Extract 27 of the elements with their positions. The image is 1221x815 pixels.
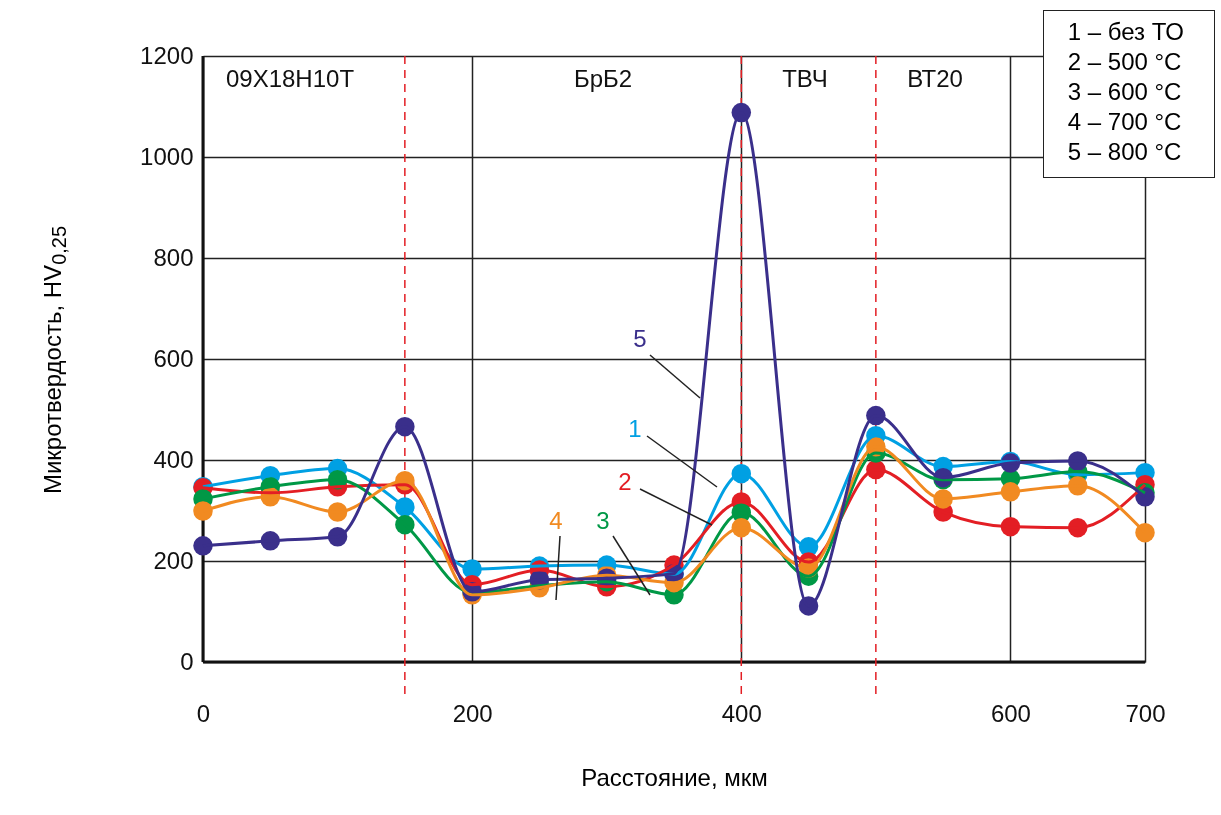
text: 5	[633, 325, 647, 352]
text: 2	[618, 468, 632, 495]
y-tick-label: 400	[153, 445, 194, 473]
y-tick-label: 1000	[140, 142, 194, 170]
annotation: 2 – 500 °C	[1067, 47, 1183, 77]
y-tick-label: 800	[153, 243, 194, 271]
x-tick-label: 400	[721, 699, 762, 727]
annotation: ТВЧ	[782, 65, 828, 92]
x-axis-title: Расстояние, мкм	[581, 763, 768, 791]
x-tick-label: 600	[990, 699, 1031, 727]
y-tick-label: 0	[180, 647, 194, 675]
annotation: 5 – 800 °C	[1067, 137, 1183, 167]
x-tick-label: 0	[196, 699, 211, 727]
x-tick-label: 200	[452, 699, 493, 727]
annotation: 3 – 600 °C	[1067, 77, 1183, 107]
annotation: 09Х18Н10Т	[225, 65, 355, 92]
y-tick-label: 200	[153, 546, 194, 574]
text: 1 – без ТО	[1067, 17, 1184, 47]
series-label: 3	[596, 507, 610, 534]
y-tick-label: 600	[153, 344, 194, 372]
x-tick-label: 700	[1125, 699, 1166, 727]
annotation: 4 – 700 °C	[1067, 107, 1183, 137]
series-label: 4	[549, 507, 563, 534]
annotation: ВТ20	[907, 65, 963, 92]
text: 1	[628, 415, 642, 442]
y-tick-label: 1200	[140, 41, 194, 69]
annotation: БрБ2	[573, 65, 633, 92]
